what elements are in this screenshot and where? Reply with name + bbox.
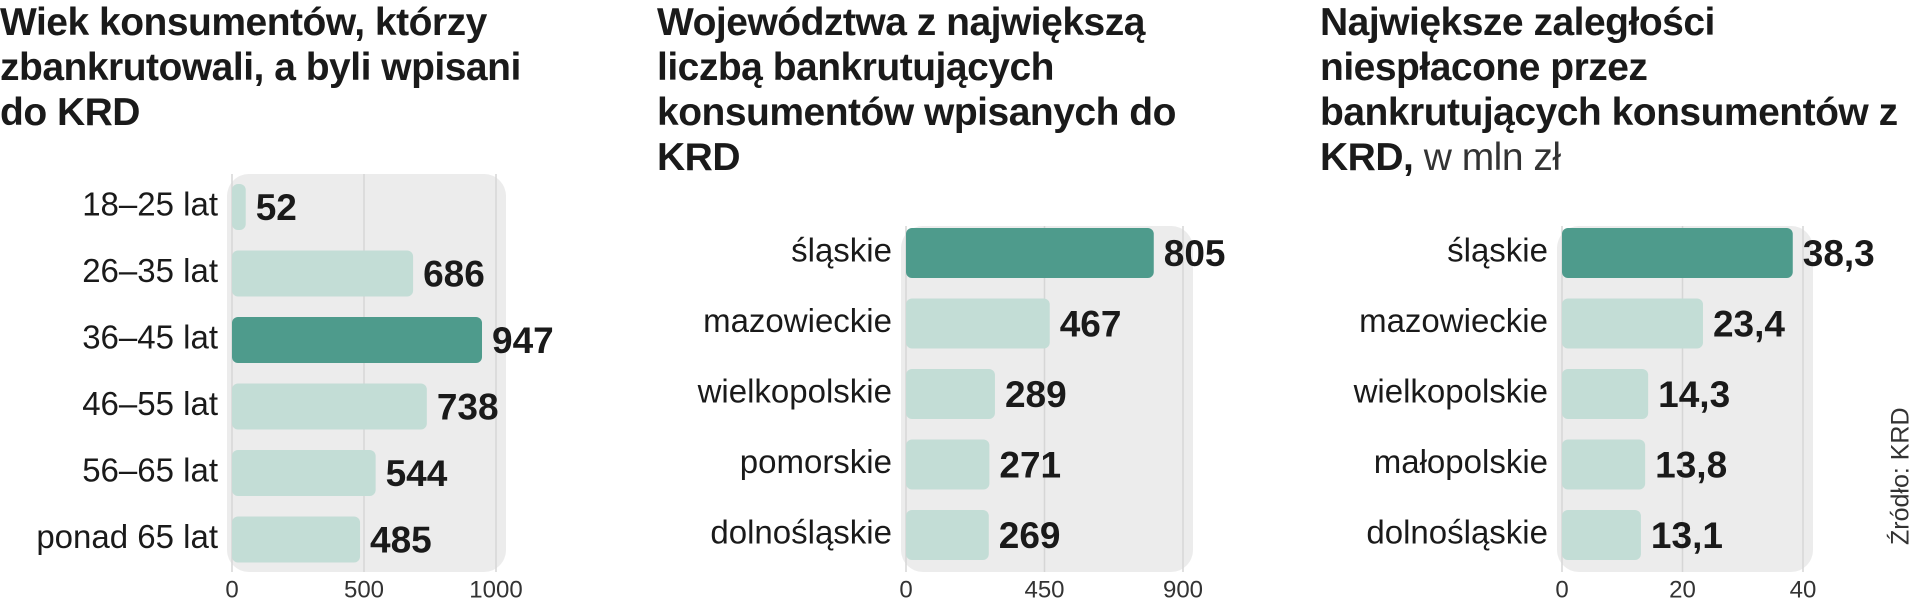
x-tick-label: 500: [344, 576, 384, 603]
bar: [906, 228, 1154, 278]
value-label: 738: [437, 386, 499, 427]
bar: [1562, 228, 1793, 278]
category-label: 36–45 lat: [82, 319, 218, 356]
bar: [232, 450, 376, 496]
category-label: wielkopolskie: [697, 373, 892, 410]
value-label: 947: [492, 320, 554, 361]
value-label: 805: [1164, 233, 1226, 274]
x-tick-label: 40: [1790, 576, 1817, 603]
value-label: 544: [386, 453, 448, 494]
bar: [906, 298, 1050, 349]
category-label: 18–25 lat: [82, 186, 218, 223]
value-label: 13,1: [1651, 515, 1723, 556]
x-tick-label: 450: [1024, 576, 1064, 603]
bar: [232, 184, 246, 230]
category-label: małopolskie: [1374, 443, 1548, 480]
x-tick-label: 0: [899, 576, 912, 603]
bar: [906, 510, 989, 560]
value-label: 467: [1060, 303, 1122, 344]
bar: [1562, 439, 1646, 490]
value-label: 289: [1005, 374, 1067, 415]
category-label: wielkopolskie: [1353, 373, 1548, 410]
value-label: 14,3: [1658, 374, 1730, 415]
value-label: 13,8: [1655, 444, 1727, 485]
category-label: mazowieckie: [1359, 302, 1548, 339]
bar: [232, 383, 427, 430]
bar: [232, 516, 361, 563]
chart-title-block: Największe zaległości niespłacone przez …: [1320, 0, 1920, 180]
value-label: 38,3: [1803, 233, 1875, 274]
bar: [232, 250, 414, 297]
bar: [906, 369, 995, 419]
x-tick-label: 0: [1555, 576, 1568, 603]
value-label: 485: [370, 519, 432, 560]
x-tick-label: 0: [225, 576, 238, 603]
bar: [906, 439, 990, 490]
chart-subtitle: w mln zł: [1423, 136, 1561, 179]
value-label: 271: [999, 444, 1061, 485]
bar: [232, 317, 483, 363]
category-label: śląskie: [1447, 232, 1548, 269]
x-tick-label: 900: [1163, 576, 1203, 603]
chart-title: Wiek konsumentów, którzy zbankrutowali, …: [0, 1, 521, 134]
x-tick-label: 20: [1669, 576, 1696, 603]
value-label: 23,4: [1713, 303, 1785, 344]
source: Źródło: KRD: [1886, 407, 1915, 545]
category-label: dolnośląskie: [1366, 514, 1548, 551]
category-label: 56–65 lat: [82, 452, 218, 489]
category-label: ponad 65 lat: [36, 518, 218, 555]
category-label: pomorskie: [740, 443, 892, 480]
chart-title: Województwa z największą liczbą bankrutu…: [657, 1, 1176, 179]
category-label: mazowieckie: [703, 302, 892, 339]
category-label: 26–35 lat: [82, 252, 218, 289]
chart-title: Największe zaległości niespłacone przez …: [1320, 1, 1898, 179]
bar: [1562, 298, 1703, 349]
x-tick-label: 1000: [469, 576, 522, 603]
value-label: 269: [999, 515, 1061, 556]
plot-background: [227, 174, 506, 572]
bar: [1562, 369, 1649, 419]
value-label: 52: [256, 187, 297, 228]
bar: [1562, 510, 1641, 560]
category-label: dolnośląskie: [710, 514, 892, 551]
category-label: śląskie: [791, 232, 892, 269]
value-label: 686: [423, 253, 485, 294]
category-label: 46–55 lat: [82, 385, 218, 422]
